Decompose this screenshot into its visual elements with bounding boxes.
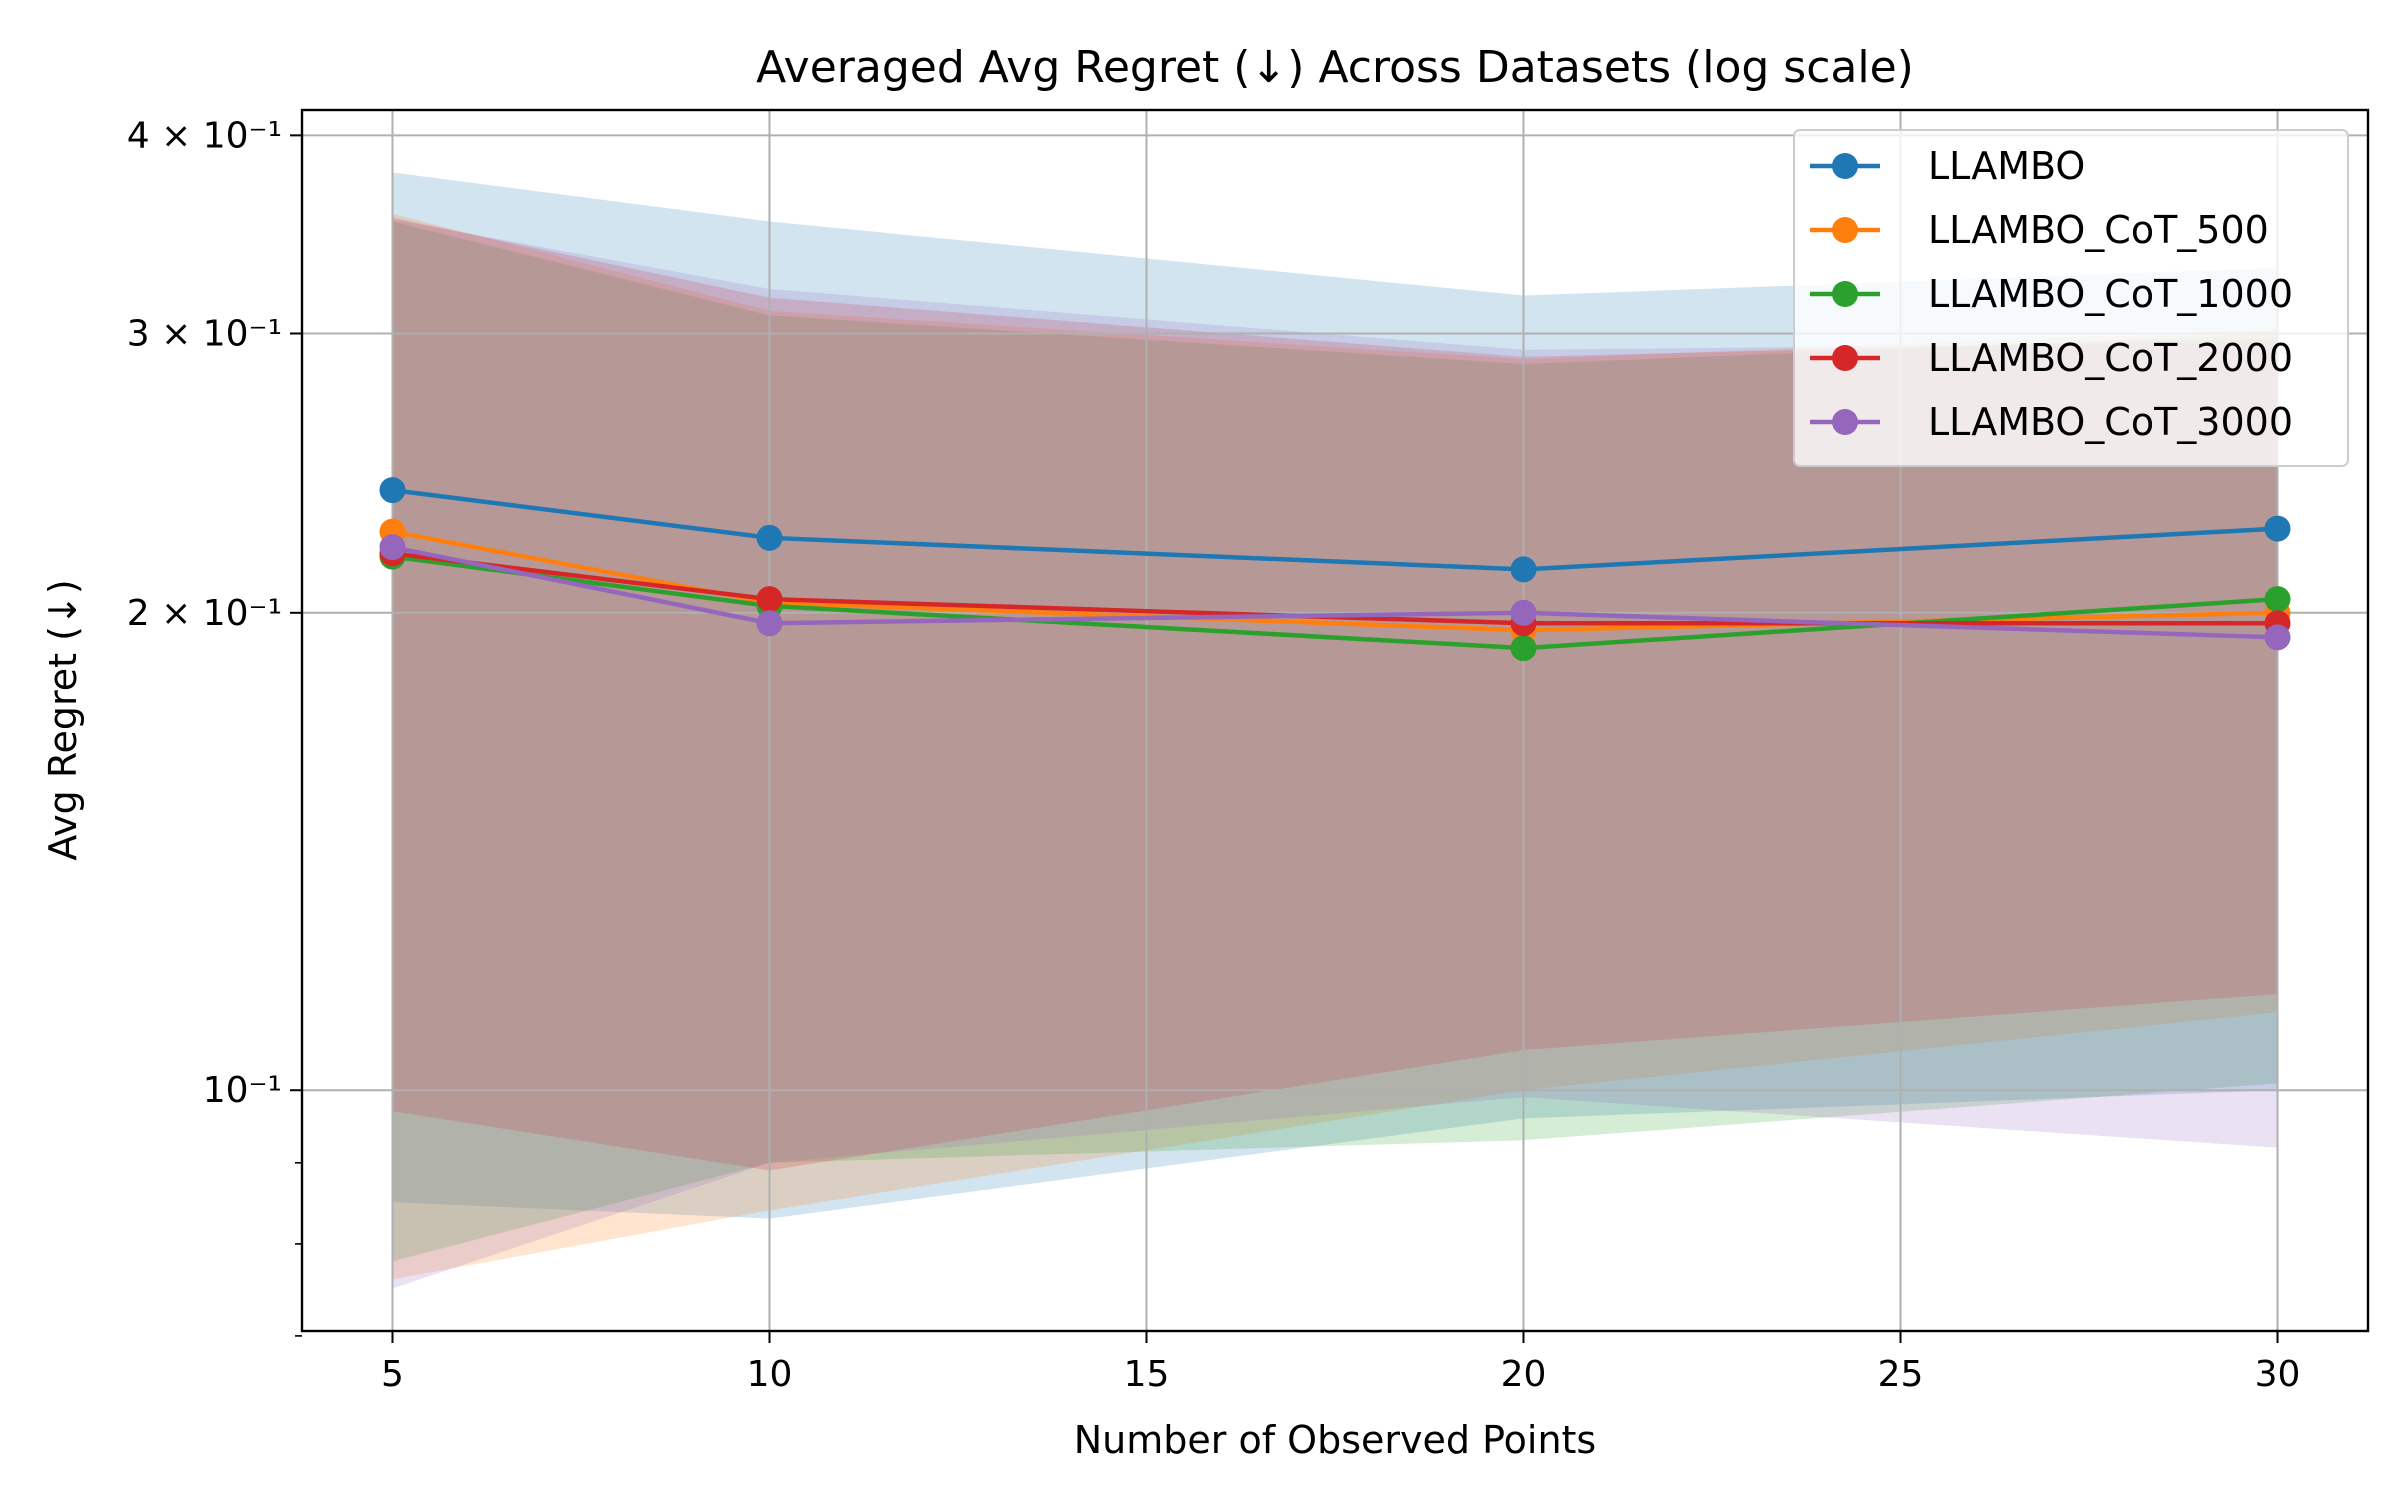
confidence-bands — [392, 172, 2278, 1289]
band-2 — [392, 221, 2278, 1262]
x-tick-label-1: 10 — [747, 1354, 793, 1395]
series-lines — [392, 487, 2278, 651]
data-point-4-1 — [756, 610, 783, 637]
x-tick-label-3: 20 — [1501, 1354, 1547, 1395]
legend-marker-0 — [1832, 153, 1858, 179]
x-tick-label-5: 30 — [2255, 1354, 2301, 1395]
legend: LLAMBO LLAMBO_CoT_500 LLAMBO_CoT_1000 LLAMB… — [1793, 129, 2349, 467]
data-point-0-3 — [2264, 515, 2291, 542]
y-axis-ticks: 10⁻¹ 2 × 10⁻¹ 3 × 10⁻¹ 4 × 10⁻¹ — [127, 115, 302, 1337]
series-line-0 — [392, 487, 2278, 572]
legend-label-1: LLAMBO_CoT_500 — [1928, 208, 2269, 252]
legend-marker-3 — [1832, 345, 1858, 371]
x-tick-label-0: 5 — [381, 1354, 404, 1395]
y-tick-label-3: 4 × 10⁻¹ — [127, 115, 282, 156]
y-tick-label-2: 3 × 10⁻¹ — [127, 314, 282, 355]
legend-label-0: LLAMBO — [1928, 144, 2085, 188]
legend-label-2: LLAMBO_CoT_1000 — [1928, 272, 2293, 316]
y-tick-label-1: 2 × 10⁻¹ — [127, 593, 282, 634]
legend-box — [1793, 129, 2349, 467]
data-point-4-0 — [379, 534, 406, 561]
data-point-0-2 — [1510, 556, 1537, 583]
x-axis-label: Number of Observed Points — [1074, 1418, 1596, 1462]
data-point-4-3 — [2264, 624, 2291, 651]
chart-title: Averaged Avg Regret (↓) Across Datasets … — [756, 42, 1914, 93]
x-tick-label-4: 25 — [1878, 1354, 1924, 1395]
band-1 — [392, 213, 2278, 1280]
y-axis-label: Avg Regret (↓) — [41, 579, 85, 860]
plot-frame — [300, 108, 2370, 1333]
data-point-0-0 — [379, 477, 406, 504]
legend-marker-4 — [1832, 409, 1858, 435]
x-tick-label-2: 15 — [1124, 1354, 1170, 1395]
data-point-0-1 — [756, 524, 783, 551]
data-point-3-1 — [756, 586, 783, 613]
legend-marker-2 — [1832, 281, 1858, 307]
band-4 — [392, 219, 2278, 1289]
legend-label-3: LLAMBO_CoT_2000 — [1928, 336, 2293, 380]
x-axis-ticks: 5 10 15 20 25 30 — [381, 1331, 2300, 1395]
legend-label-4: LLAMBO_CoT_3000 — [1928, 400, 2293, 444]
series-line-4 — [392, 544, 2278, 640]
y-tick-label-0: 10⁻¹ — [203, 1070, 282, 1111]
series-points — [379, 477, 2291, 662]
legend-marker-1 — [1832, 217, 1858, 243]
data-point-2-2 — [1510, 635, 1537, 662]
data-point-4-2 — [1510, 599, 1537, 626]
data-point-2-3 — [2264, 586, 2291, 613]
